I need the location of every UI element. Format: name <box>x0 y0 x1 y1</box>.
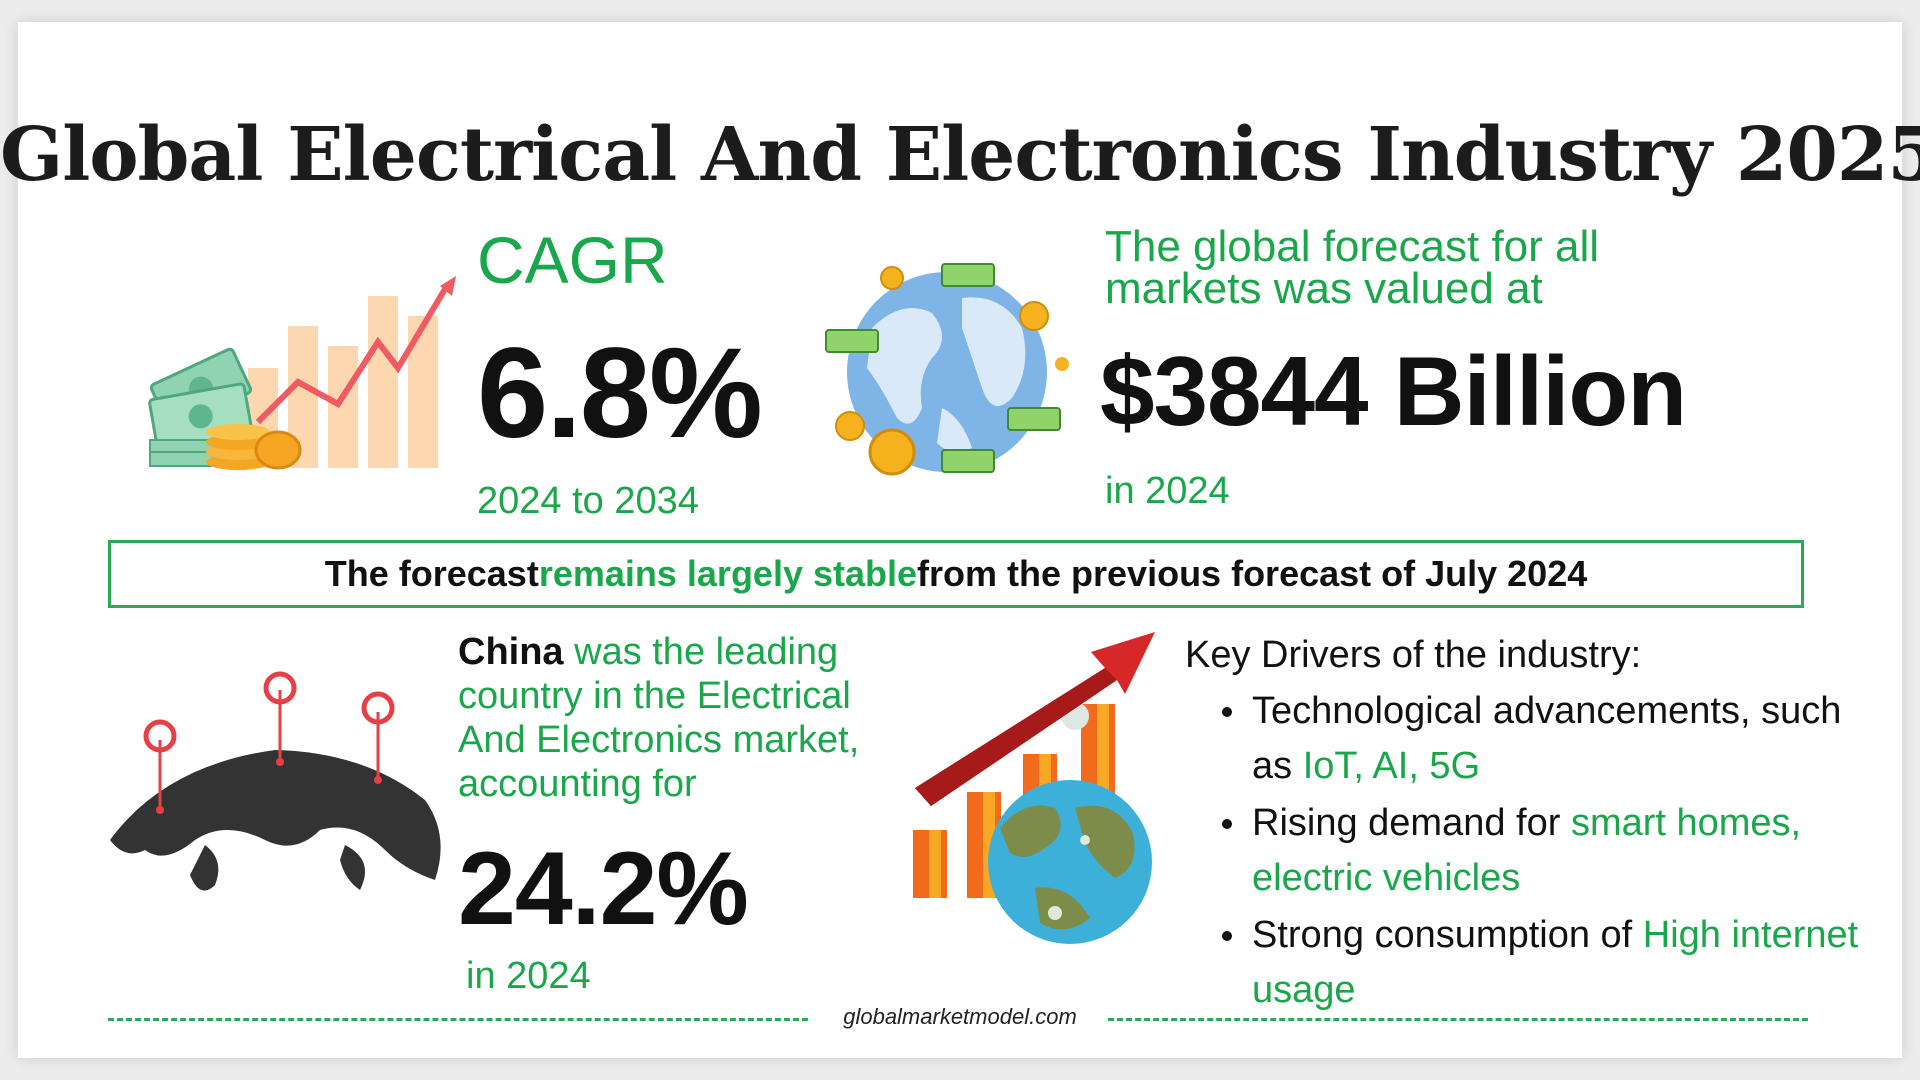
driver-item: Technological advancements, such as IoT,… <box>1222 684 1862 794</box>
footer-url: globalmarketmodel.com <box>843 1004 1077 1029</box>
growth-globe-icon <box>913 632 1155 944</box>
cagr-range: 2024 to 2034 <box>477 480 699 522</box>
drivers-heading: Key Drivers of the industry: <box>1185 634 1642 676</box>
forecast-value: $3844 Billion <box>1100 336 1687 446</box>
bullet-icon <box>1222 819 1232 829</box>
page-title: Global Electrical And Electronics Indust… <box>0 112 1920 198</box>
forecast-year: in 2024 <box>1105 470 1230 512</box>
banner-text-start: The forecast <box>324 553 539 594</box>
banner-highlight: remains largely stable <box>538 553 918 594</box>
bullet-icon <box>1222 707 1232 717</box>
cagr-value: 6.8% <box>477 322 763 465</box>
footer-divider-left <box>108 1018 808 1021</box>
driver-highlight: High internet usage <box>1252 914 1859 1011</box>
driver-highlight: smart homes, electric vehicles <box>1252 802 1802 899</box>
money-growth-icon <box>148 276 456 470</box>
driver-text: Strong consumption of <box>1252 914 1643 956</box>
driver-text: Technological advancements, such as <box>1252 690 1842 787</box>
driver-text: Rising demand for <box>1252 802 1571 844</box>
china-text: was the leading country in the Electrica… <box>458 631 860 805</box>
stability-banner: The forecast remains largely stable from… <box>108 540 1804 608</box>
forecast-lead-text: The global forecast for all markets was … <box>1105 222 1600 313</box>
world-map-pins-icon <box>110 671 441 891</box>
footer-divider-right <box>1108 1018 1808 1021</box>
driver-item: Rising demand for smart homes, electric … <box>1222 796 1862 906</box>
china-country: China <box>458 631 564 673</box>
cagr-label: CAGR <box>477 223 668 297</box>
china-year: in 2024 <box>466 955 591 997</box>
driver-highlight: IoT, AI, 5G <box>1302 745 1481 787</box>
banner-text-end: from the previous forecast of July 2024 <box>917 553 1588 594</box>
driver-item: Strong consumption of High internet usag… <box>1222 908 1862 1018</box>
drivers-list: Technological advancements, such as IoT,… <box>1222 684 1862 1020</box>
bullet-icon <box>1222 931 1232 941</box>
globe-currency-icon <box>825 263 1069 476</box>
china-share-value: 24.2% <box>458 831 749 947</box>
china-description: China was the leading country in the Ele… <box>458 630 908 806</box>
